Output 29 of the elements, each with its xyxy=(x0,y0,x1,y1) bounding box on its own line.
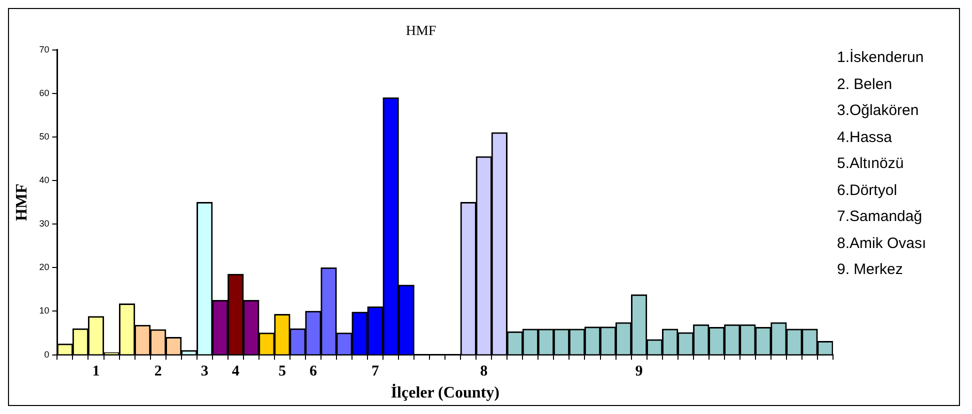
y-tick-label: 50 xyxy=(39,131,50,142)
x-tick-label: 6 xyxy=(309,364,318,380)
y-tick-label: 30 xyxy=(39,218,50,229)
text: 2. Belen xyxy=(837,74,894,94)
y-tick-label: 70 xyxy=(39,44,50,54)
text: 3.Oğlakören xyxy=(837,101,920,121)
x-tick-label: 8 xyxy=(480,364,488,380)
x-tick-label: 2 xyxy=(154,364,162,380)
x-tick-label: 1 xyxy=(92,364,100,380)
x-axis-title: İlçeler (County) xyxy=(390,384,500,402)
text: 1.İskenderun xyxy=(837,48,925,68)
y-axis-title: HMF xyxy=(14,183,31,221)
x-tick-label: 5 xyxy=(278,364,286,380)
text: 4.Hassa xyxy=(837,128,894,148)
y-tick-label: 40 xyxy=(39,175,50,185)
x-tick-label: 7 xyxy=(372,364,380,380)
text: 8.Amik Ovası xyxy=(837,234,926,254)
chart-title: HMF xyxy=(406,24,436,40)
y-tick-label: 0 xyxy=(44,349,50,360)
x-tick-label: 3 xyxy=(200,364,208,380)
y-tick-label: 10 xyxy=(39,306,50,316)
y-tick-label: 60 xyxy=(39,88,50,98)
text: 7.Samandağ xyxy=(837,207,924,227)
x-tick-label: 9 xyxy=(635,364,643,380)
text: 9. Merkez xyxy=(837,260,904,280)
text: 5.Altınözü xyxy=(837,154,905,174)
y-tick-label: 20 xyxy=(39,262,50,272)
text: 6.Dörtyol xyxy=(837,180,898,200)
x-tick-label: 4 xyxy=(232,364,240,380)
